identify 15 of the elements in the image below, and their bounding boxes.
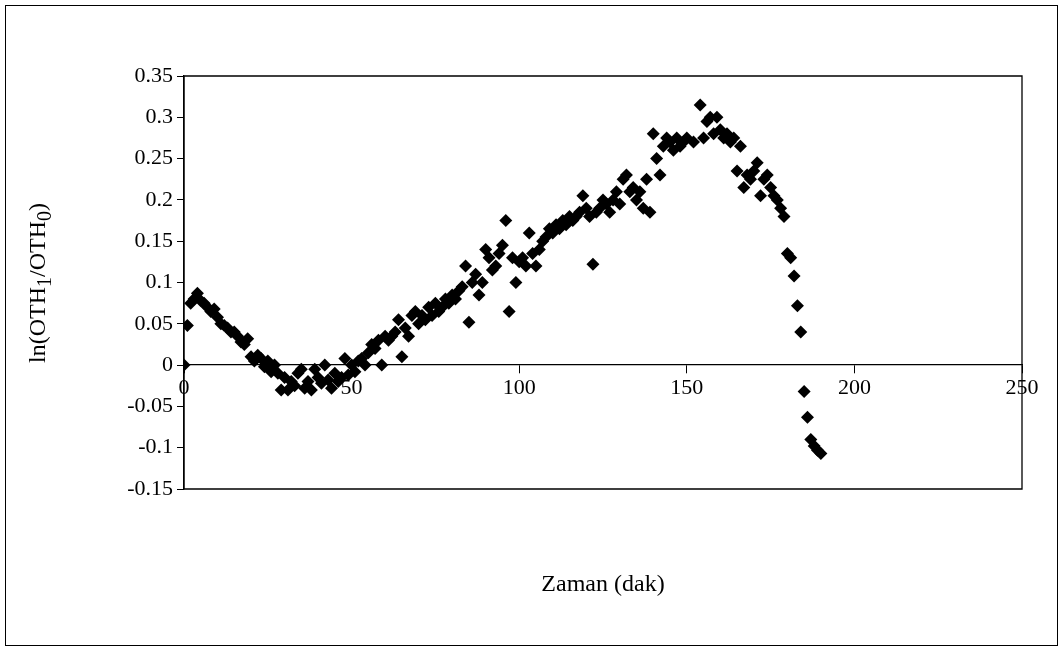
x-axis-title: Zaman (dak) <box>540 570 666 597</box>
y-tick-label: 0.35 <box>134 61 173 87</box>
y-tick-label: -0.05 <box>127 392 173 418</box>
x-tick-label: 200 <box>837 374 871 400</box>
x-tick-label: 150 <box>670 374 704 400</box>
y-tick-label: -0.15 <box>127 474 173 500</box>
y-tick-label: 0.15 <box>134 226 173 252</box>
y-tick-label: 0.2 <box>145 185 173 211</box>
y-tick-label: -0.1 <box>138 433 173 459</box>
y-tick-label: 0.25 <box>134 144 173 170</box>
y-tick-label: 0.1 <box>145 268 173 294</box>
y-tick-label: 0 <box>162 350 173 376</box>
y-tick-label: 0.3 <box>145 103 173 129</box>
x-tick-label: 100 <box>502 374 536 400</box>
y-tick-label: 0.05 <box>134 309 173 335</box>
